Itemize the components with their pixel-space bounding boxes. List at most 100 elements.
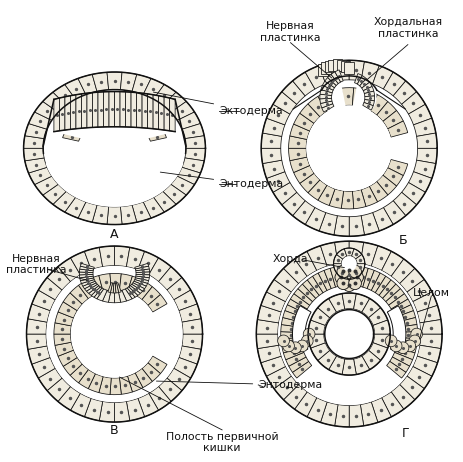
Polygon shape <box>327 74 338 85</box>
Circle shape <box>282 340 294 352</box>
Polygon shape <box>274 268 298 292</box>
Polygon shape <box>55 342 74 356</box>
Polygon shape <box>136 269 150 273</box>
Polygon shape <box>360 90 377 110</box>
Polygon shape <box>299 173 319 193</box>
Polygon shape <box>388 294 407 309</box>
Polygon shape <box>307 246 326 270</box>
Polygon shape <box>341 359 356 375</box>
Polygon shape <box>287 299 307 313</box>
Polygon shape <box>109 91 114 127</box>
Polygon shape <box>334 241 349 263</box>
Polygon shape <box>355 255 364 264</box>
Polygon shape <box>70 364 88 383</box>
Polygon shape <box>392 81 416 104</box>
Polygon shape <box>310 308 329 325</box>
Polygon shape <box>368 308 387 325</box>
Polygon shape <box>363 91 374 97</box>
Circle shape <box>71 291 157 377</box>
Circle shape <box>289 342 300 353</box>
Polygon shape <box>28 304 50 322</box>
Polygon shape <box>86 284 99 293</box>
Polygon shape <box>110 283 113 293</box>
Circle shape <box>336 265 349 278</box>
Polygon shape <box>126 398 144 421</box>
Polygon shape <box>170 176 194 195</box>
Polygon shape <box>167 368 190 391</box>
Circle shape <box>334 271 347 284</box>
Polygon shape <box>120 91 125 127</box>
Polygon shape <box>69 120 87 133</box>
Polygon shape <box>412 292 437 312</box>
Polygon shape <box>114 91 120 127</box>
Polygon shape <box>138 393 158 417</box>
Polygon shape <box>319 213 337 235</box>
Polygon shape <box>349 241 363 263</box>
Polygon shape <box>336 268 346 279</box>
Polygon shape <box>153 191 176 212</box>
Polygon shape <box>149 258 171 282</box>
Polygon shape <box>103 91 109 127</box>
Polygon shape <box>76 94 81 129</box>
Polygon shape <box>353 356 369 375</box>
Polygon shape <box>328 356 344 375</box>
Polygon shape <box>385 289 404 305</box>
Polygon shape <box>292 72 314 96</box>
Polygon shape <box>34 176 58 195</box>
Polygon shape <box>87 92 92 128</box>
Polygon shape <box>370 273 385 293</box>
Polygon shape <box>28 167 52 185</box>
Polygon shape <box>38 368 62 391</box>
Polygon shape <box>266 280 291 302</box>
Polygon shape <box>328 189 343 208</box>
Polygon shape <box>262 160 284 178</box>
Polygon shape <box>169 98 175 132</box>
Polygon shape <box>143 197 164 218</box>
Circle shape <box>342 257 355 271</box>
Polygon shape <box>419 320 441 334</box>
Polygon shape <box>340 61 350 73</box>
Polygon shape <box>305 207 325 231</box>
Polygon shape <box>120 72 137 91</box>
Polygon shape <box>266 104 289 125</box>
Polygon shape <box>127 373 143 392</box>
Circle shape <box>296 340 307 352</box>
Text: Г: Г <box>401 427 409 440</box>
Polygon shape <box>75 116 92 129</box>
Polygon shape <box>387 159 407 176</box>
Polygon shape <box>32 358 55 378</box>
Circle shape <box>336 277 349 290</box>
Polygon shape <box>387 306 405 353</box>
Polygon shape <box>181 158 204 173</box>
Polygon shape <box>336 60 346 71</box>
Polygon shape <box>107 72 122 90</box>
Polygon shape <box>58 350 77 366</box>
Polygon shape <box>108 291 114 303</box>
Polygon shape <box>387 121 407 137</box>
Polygon shape <box>320 85 332 93</box>
Polygon shape <box>283 259 307 284</box>
Polygon shape <box>158 267 181 290</box>
Polygon shape <box>282 310 303 322</box>
Polygon shape <box>349 216 363 236</box>
Polygon shape <box>392 192 416 216</box>
Circle shape <box>403 340 415 352</box>
Polygon shape <box>28 346 50 364</box>
Polygon shape <box>185 148 205 161</box>
Polygon shape <box>342 266 349 286</box>
Polygon shape <box>324 61 334 73</box>
Polygon shape <box>78 202 97 222</box>
Polygon shape <box>26 319 47 334</box>
Polygon shape <box>99 274 111 292</box>
Text: Энтодерма: Энтодерма <box>156 380 322 390</box>
Polygon shape <box>89 109 102 124</box>
Circle shape <box>301 335 313 347</box>
Polygon shape <box>378 280 395 298</box>
Polygon shape <box>99 246 114 267</box>
Text: Нервная
пластинка: Нервная пластинка <box>6 254 66 275</box>
Polygon shape <box>54 91 175 132</box>
Polygon shape <box>322 81 334 90</box>
Polygon shape <box>360 61 378 84</box>
Polygon shape <box>47 267 70 290</box>
Polygon shape <box>354 73 362 84</box>
